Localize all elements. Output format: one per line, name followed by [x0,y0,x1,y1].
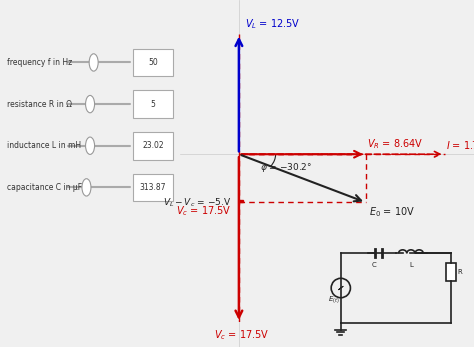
Text: inductance L in mH: inductance L in mH [7,141,82,150]
Text: $\varphi$ = −30.2°: $\varphi$ = −30.2° [260,161,312,174]
Text: 313.87: 313.87 [140,183,166,192]
Text: $V_L$ = 12.5V: $V_L$ = 12.5V [245,17,300,31]
FancyBboxPatch shape [133,49,173,76]
FancyBboxPatch shape [446,263,456,281]
Text: C: C [372,262,376,268]
Text: $E_0$ = 10V: $E_0$ = 10V [369,205,415,219]
Bar [239,200,243,202]
Text: resistance R in Ω: resistance R in Ω [7,100,72,109]
Text: $V_R$ = 8.64V: $V_R$ = 8.64V [367,137,424,151]
Circle shape [82,179,91,196]
Text: R: R [457,269,463,275]
Text: L: L [409,262,413,268]
Text: 5: 5 [151,100,155,109]
Text: $V_L - V_c$ = −5.V: $V_L - V_c$ = −5.V [163,197,231,209]
Text: $V_c$ = 17.5V: $V_c$ = 17.5V [214,328,270,341]
Circle shape [85,137,94,154]
FancyBboxPatch shape [133,174,173,201]
Text: 23.02: 23.02 [142,141,164,150]
FancyBboxPatch shape [133,132,173,160]
FancyBboxPatch shape [133,90,173,118]
Text: $V_c$ = 17.5V: $V_c$ = 17.5V [176,204,231,218]
Text: $I$ = 1.73A: $I$ = 1.73A [446,139,474,151]
Text: frequency f in Hz: frequency f in Hz [7,58,73,67]
Circle shape [85,95,94,113]
Text: 50: 50 [148,58,158,67]
Text: $E_{(t)}$: $E_{(t)}$ [328,294,340,305]
Text: capacitance C in µF: capacitance C in µF [7,183,82,192]
Circle shape [89,54,98,71]
